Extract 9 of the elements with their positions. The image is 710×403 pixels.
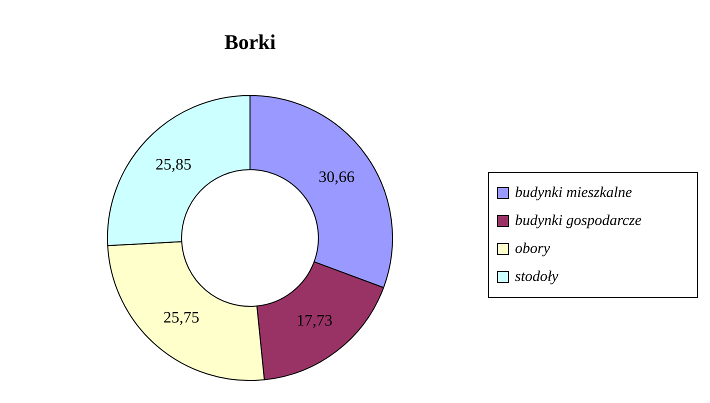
data-label: 17,73	[296, 312, 332, 330]
data-label: 30,66	[318, 169, 355, 186]
legend-label: stodoły	[515, 268, 558, 286]
legend-label: budynki gospodarcze	[515, 212, 642, 230]
legend-label: budynki mieszkalne	[515, 184, 632, 202]
chart-title: Borki	[223, 30, 277, 55]
data-label: 25,75	[163, 309, 200, 326]
data-label: 25,85	[155, 156, 192, 174]
legend-label: obory	[515, 240, 550, 258]
